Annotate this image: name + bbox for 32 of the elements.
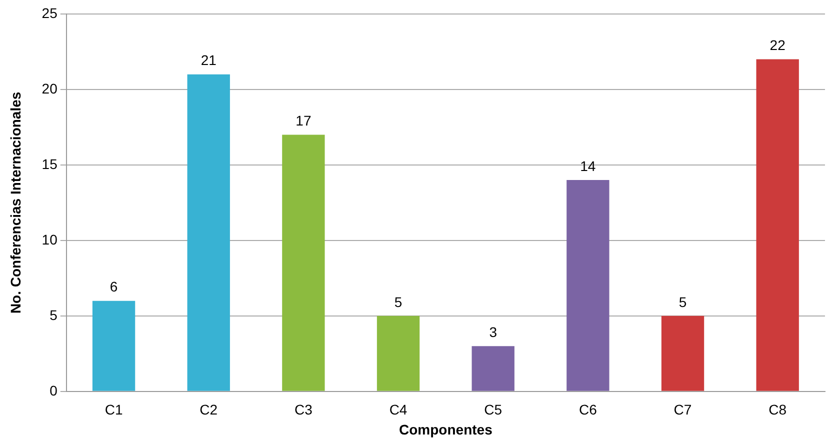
data-label: 5 xyxy=(394,294,402,310)
bar xyxy=(756,59,799,391)
data-label: 3 xyxy=(489,324,498,340)
bar xyxy=(92,300,136,391)
bar xyxy=(472,346,514,391)
x-tick-label: C3 xyxy=(294,402,313,418)
x-tick-label: C8 xyxy=(768,402,787,418)
y-tick-label: 20 xyxy=(42,80,58,96)
data-label: 22 xyxy=(770,37,786,54)
y-tick-label: 5 xyxy=(50,306,58,323)
x-tick-label: C1 xyxy=(104,402,123,418)
x-tick-label: C7 xyxy=(674,402,692,418)
y-tick-label: 10 xyxy=(42,231,58,248)
x-tick-label: C5 xyxy=(484,402,502,418)
bar xyxy=(376,316,420,391)
data-label: 17 xyxy=(296,112,312,129)
data-label: 6 xyxy=(110,278,118,295)
x-axis-title: Componentes xyxy=(399,421,493,438)
bar xyxy=(566,180,610,391)
y-tick-label: 15 xyxy=(42,156,58,172)
bar xyxy=(661,316,704,391)
x-tick-label: C4 xyxy=(389,402,408,418)
data-label: 5 xyxy=(678,294,687,310)
y-axis-title: No. Conferencias Internacionales xyxy=(7,92,24,314)
bar xyxy=(282,134,325,391)
bar xyxy=(187,74,230,391)
x-tick-label: C2 xyxy=(200,402,218,418)
y-tick-label: 25 xyxy=(42,4,58,21)
data-label: 21 xyxy=(200,52,217,68)
y-tick-label: 0 xyxy=(50,382,58,398)
data-label: 14 xyxy=(580,158,596,174)
x-tick-label: C6 xyxy=(578,402,598,418)
